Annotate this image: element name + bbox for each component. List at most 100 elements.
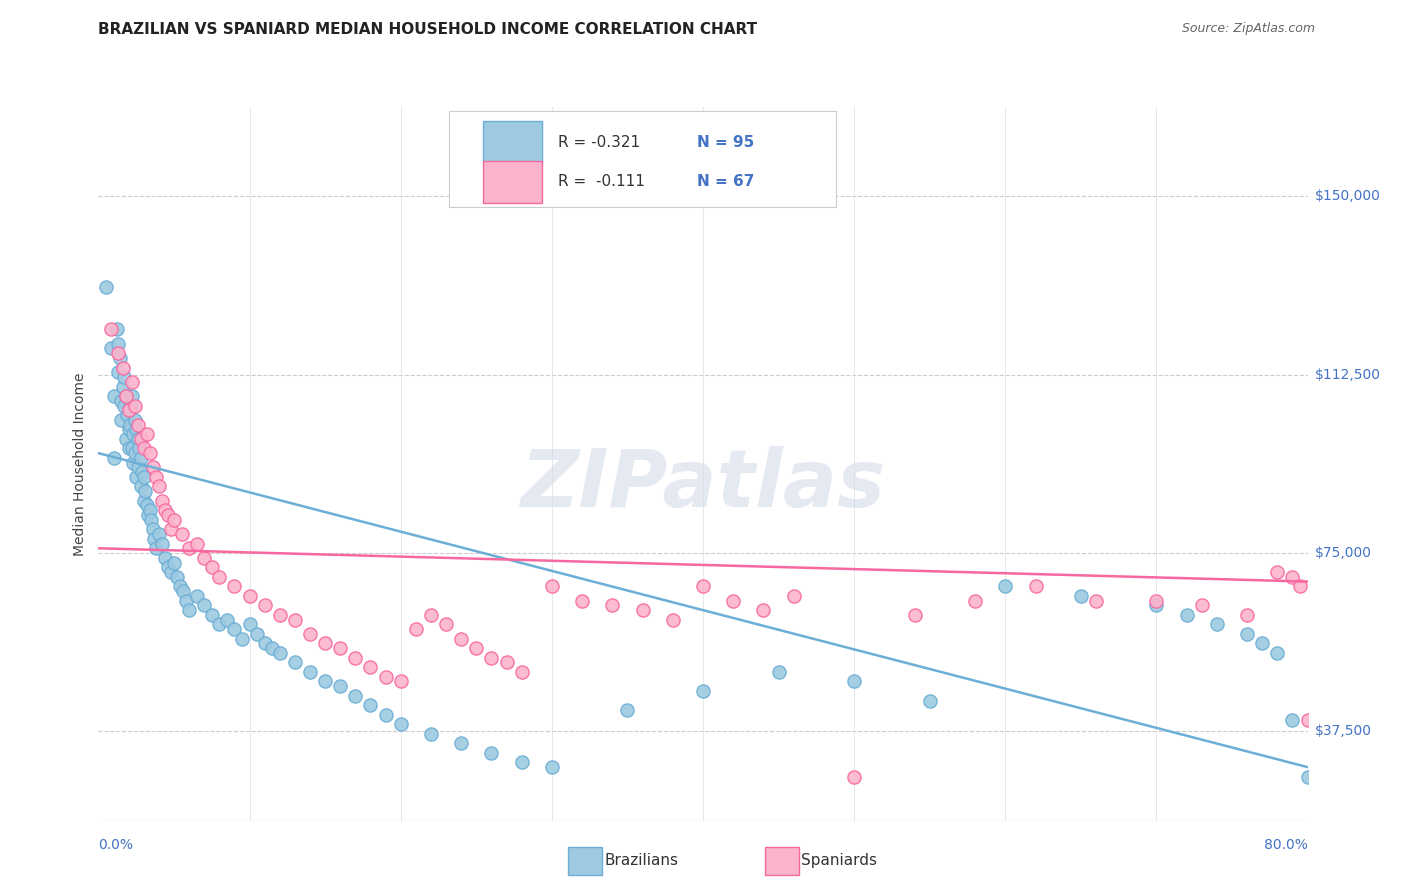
Point xyxy=(118,403,141,417)
Point xyxy=(186,536,208,550)
Point xyxy=(100,322,122,336)
Text: ZIPatlas: ZIPatlas xyxy=(520,446,886,524)
Point xyxy=(1085,593,1108,607)
Point xyxy=(1281,570,1303,584)
Text: BRAZILIAN VS SPANIARD MEDIAN HOUSEHOLD INCOME CORRELATION CHART: BRAZILIAN VS SPANIARD MEDIAN HOUSEHOLD I… xyxy=(98,22,758,37)
Point xyxy=(125,422,148,436)
Point xyxy=(1251,636,1274,650)
Point xyxy=(139,503,162,517)
Point xyxy=(145,470,167,484)
Point xyxy=(481,650,503,665)
Point xyxy=(269,607,291,622)
Text: $75,000: $75,000 xyxy=(1315,546,1372,560)
Point xyxy=(994,579,1017,593)
Point xyxy=(239,617,262,632)
Point xyxy=(262,641,284,656)
Point xyxy=(153,550,176,565)
Point xyxy=(844,674,866,689)
Point xyxy=(120,399,142,413)
Point xyxy=(721,593,744,607)
Point xyxy=(132,442,155,456)
Point xyxy=(122,456,145,470)
Point xyxy=(224,622,246,636)
Point xyxy=(1070,589,1092,603)
Point xyxy=(314,674,336,689)
Point xyxy=(122,427,145,442)
Point xyxy=(374,670,396,684)
FancyBboxPatch shape xyxy=(482,121,543,163)
Point xyxy=(231,632,253,646)
Point xyxy=(112,370,135,384)
Point xyxy=(419,727,441,741)
Point xyxy=(1144,593,1167,607)
Text: $37,500: $37,500 xyxy=(1315,724,1372,739)
Point xyxy=(114,432,136,446)
Text: Spaniards: Spaniards xyxy=(801,854,877,868)
Point xyxy=(284,613,307,627)
Point xyxy=(142,460,165,475)
Point xyxy=(160,522,183,536)
Point xyxy=(127,460,149,475)
Point xyxy=(661,613,683,627)
Point xyxy=(108,351,131,365)
Point xyxy=(1175,607,1198,622)
Point xyxy=(389,717,412,731)
Point xyxy=(374,707,396,722)
Point xyxy=(114,389,136,403)
Point xyxy=(105,322,128,336)
Point xyxy=(215,613,238,627)
Point xyxy=(844,770,866,784)
Point xyxy=(692,684,714,698)
Point xyxy=(1024,579,1046,593)
Point xyxy=(121,389,143,403)
Text: Source: ZipAtlas.com: Source: ZipAtlas.com xyxy=(1181,22,1315,36)
Point xyxy=(120,417,142,432)
Point xyxy=(1265,565,1288,579)
Point xyxy=(602,599,624,613)
FancyBboxPatch shape xyxy=(482,161,543,202)
Point xyxy=(141,513,163,527)
Point xyxy=(450,632,472,646)
Point xyxy=(782,589,804,603)
Point xyxy=(153,503,176,517)
Point xyxy=(193,550,215,565)
Point xyxy=(246,627,269,641)
Point xyxy=(110,413,132,427)
Point xyxy=(134,484,156,499)
Point xyxy=(169,579,191,593)
Point xyxy=(692,579,714,593)
Point xyxy=(186,589,208,603)
Point xyxy=(389,674,412,689)
Point xyxy=(103,450,125,465)
Point xyxy=(434,617,457,632)
Point xyxy=(1206,617,1229,632)
Point xyxy=(768,665,790,679)
Point xyxy=(904,607,927,622)
Point xyxy=(419,607,441,622)
Point xyxy=(156,560,179,574)
Point xyxy=(121,442,143,456)
Point xyxy=(510,665,533,679)
Point xyxy=(540,579,562,593)
Point xyxy=(163,513,186,527)
Point xyxy=(160,565,183,579)
Point xyxy=(127,432,149,446)
Point xyxy=(118,442,141,456)
Point xyxy=(136,508,159,522)
Point xyxy=(450,736,472,750)
Point xyxy=(124,413,146,427)
Point xyxy=(481,746,503,760)
Point xyxy=(121,375,143,389)
Point xyxy=(752,603,775,617)
Text: 80.0%: 80.0% xyxy=(1264,838,1308,853)
Point xyxy=(110,393,132,408)
Point xyxy=(1236,607,1258,622)
Point xyxy=(129,479,152,493)
Point xyxy=(124,446,146,460)
Point xyxy=(100,342,122,356)
Point xyxy=(129,432,152,446)
Text: N = 95: N = 95 xyxy=(697,135,754,150)
Text: Brazilians: Brazilians xyxy=(605,854,679,868)
Text: R = -0.321: R = -0.321 xyxy=(558,135,640,150)
Point xyxy=(150,493,173,508)
